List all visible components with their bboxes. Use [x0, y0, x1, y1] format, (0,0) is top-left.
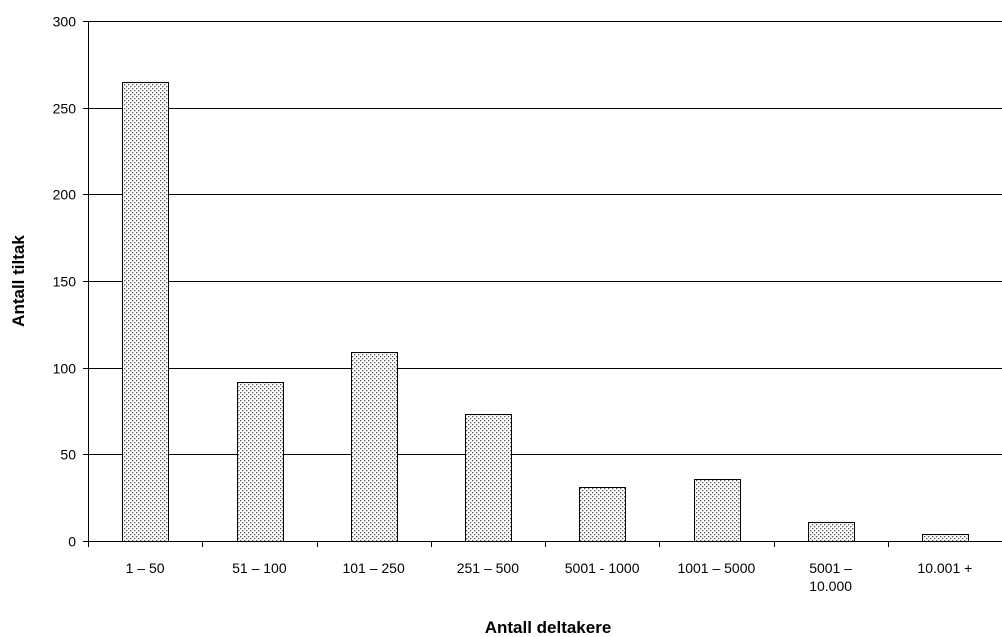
x-tick-label: 5001 - 1000 [565, 560, 640, 576]
y-tick-label: 300 [53, 14, 77, 30]
x-tick-label: 251 – 500 [457, 560, 519, 576]
bar [694, 479, 741, 542]
x-tick-label: 1001 – 5000 [677, 560, 755, 576]
bar [465, 414, 512, 542]
x-tick-label: 51 – 100 [232, 560, 287, 576]
y-tick-label: 100 [53, 361, 77, 377]
x-tick-label: 5001 –10.000 [809, 560, 852, 594]
x-tick-label: 101 – 250 [342, 560, 404, 576]
bar [579, 487, 626, 542]
bar [922, 534, 969, 542]
bar [237, 382, 284, 542]
y-tick-label: 200 [53, 187, 77, 203]
bar [122, 82, 169, 542]
y-axis-title: Antall tiltak [9, 235, 28, 327]
y-tick-label: 150 [53, 274, 77, 290]
y-tick-label: 50 [60, 447, 76, 463]
bar [351, 352, 398, 542]
bar [808, 522, 855, 542]
y-tick-label: 250 [53, 101, 77, 117]
axes [83, 21, 1002, 547]
x-axis-title: Antall deltakere [485, 618, 612, 637]
x-tick-label: 1 – 50 [126, 560, 165, 576]
x-tick-label: 10.001 + [917, 560, 972, 576]
bars [122, 82, 969, 542]
x-tick-labels: 1 – 50 51 – 100 101 – 250 251 – 500 5001 - 1… [126, 560, 973, 594]
gridlines [88, 21, 1002, 455]
y-tick-label: 0 [68, 534, 76, 550]
y-tick-labels: 0 50 100 150 200 250 300 [53, 14, 77, 550]
